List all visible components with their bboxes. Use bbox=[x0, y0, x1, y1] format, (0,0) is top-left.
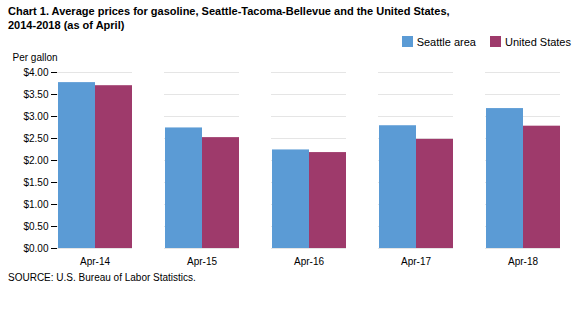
svg-text:Apr-17: Apr-17 bbox=[401, 256, 431, 267]
svg-text:$0.00: $0.00 bbox=[23, 243, 48, 254]
svg-text:$1.50: $1.50 bbox=[23, 177, 48, 188]
svg-text:$2.00: $2.00 bbox=[23, 155, 48, 166]
svg-text:Apr-14: Apr-14 bbox=[80, 256, 110, 267]
svg-text:$4.00: $4.00 bbox=[23, 67, 48, 78]
html-text:SOURCE: U.S. Bureau of Labor S: SOURCE: U.S. Bureau of Labor Statistics. bbox=[8, 272, 196, 283]
svg-text:$3.00: $3.00 bbox=[23, 111, 48, 122]
svg-text:Apr-15: Apr-15 bbox=[187, 256, 217, 267]
svg-text:$3.50: $3.50 bbox=[23, 89, 48, 100]
html-text:Chart 1. Average prices for ga: Chart 1. Average prices for gasoline, Se… bbox=[8, 5, 450, 31]
html-text:Seattle area: Seattle area bbox=[416, 36, 476, 48]
svg-text:$0.50: $0.50 bbox=[23, 221, 48, 232]
svg-text:$2.50: $2.50 bbox=[23, 133, 48, 144]
svg-text:Apr-16: Apr-16 bbox=[294, 256, 324, 267]
svg-text:Apr-18: Apr-18 bbox=[508, 256, 538, 267]
html-text:United States: United States bbox=[505, 36, 571, 48]
svg-text:Per gallon: Per gallon bbox=[13, 52, 58, 63]
svg-text:$1.00: $1.00 bbox=[23, 199, 48, 210]
